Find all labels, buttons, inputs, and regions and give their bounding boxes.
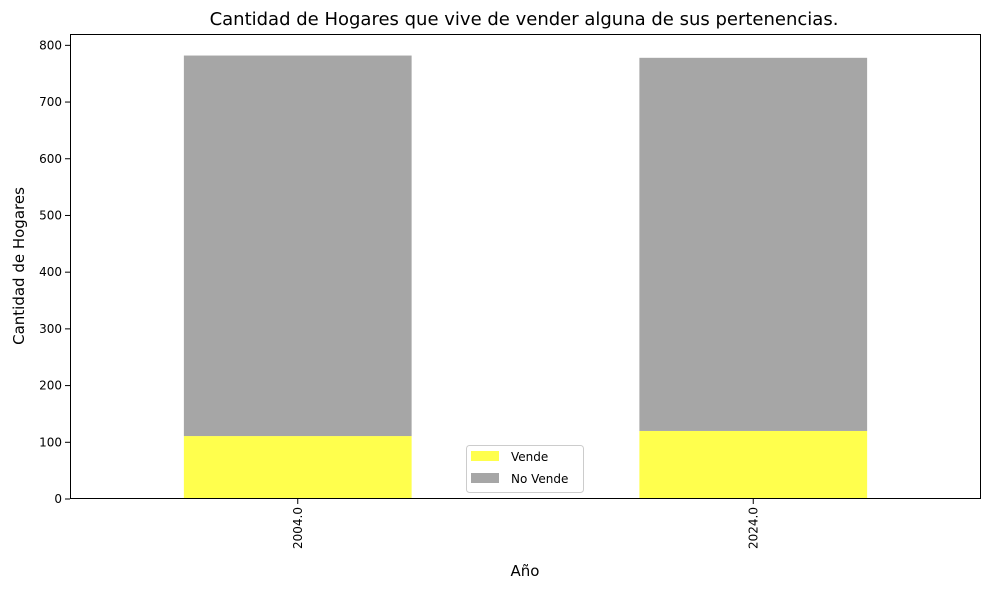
y-tick-label: 0 [54,492,62,506]
y-tick-label: 300 [39,322,62,336]
legend-swatch-no-vende [471,473,499,483]
y-tick-label: 800 [39,38,62,52]
x-tick-label: 2004.0 [291,507,305,549]
legend-label-vende: Vende [511,450,548,464]
legend: Vende No Vende [466,445,584,493]
y-tick-label: 200 [39,379,62,393]
bar-vende-2024-0 [639,430,868,499]
plot-frame [70,34,981,499]
y-tick-label: 400 [39,265,62,279]
bars-layer [183,55,868,499]
bar-no-vende-2004-0 [183,55,412,437]
y-axis-label: Cantidad de Hogares [10,187,28,345]
x-tick-label: 2024.0 [746,507,760,549]
y-tick-label: 500 [39,208,62,222]
bar-no-vende-2024-0 [639,57,868,431]
y-tick-label: 100 [39,435,62,449]
y-tick-label: 700 [39,95,62,109]
bar-vende-2004-0 [183,436,412,499]
y-tick-label: 600 [39,152,62,166]
legend-swatch-vende [471,451,499,461]
legend-label-no-vende: No Vende [511,472,568,486]
y-axis: 0 100 200 300 400 500 600 700 800 [39,38,70,506]
chart-title: Cantidad de Hogares que vive de vender a… [210,9,839,30]
x-axis: 2004.0 2024.0 [291,499,760,549]
x-axis-label: Año [511,562,540,580]
